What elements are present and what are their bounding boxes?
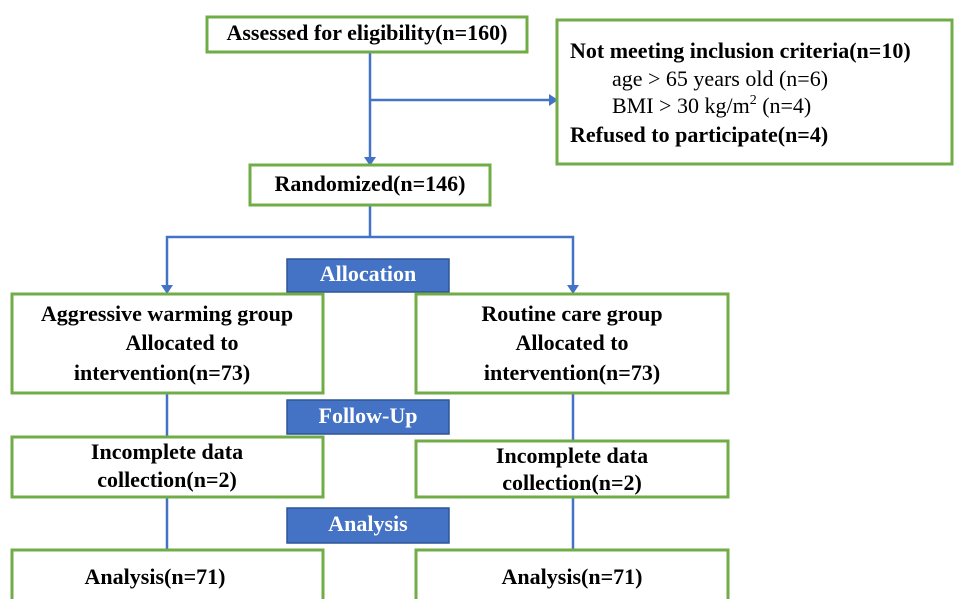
text: BMI > 30 kg/m [612,93,750,118]
box-label: Analysis(n=71) [502,564,643,589]
stage-box [286,399,450,435]
superscript: 2 [750,93,757,108]
connectors [161,52,579,550]
arrowhead [549,94,558,106]
box-label: Analysis(n=71) [85,564,226,589]
box [10,292,325,395]
stage-label: Allocation [320,261,417,286]
box-label: Allocated to [125,330,238,355]
box-label: Assessed for eligibility(n=160) [226,20,507,45]
arrowhead [364,157,376,166]
box [248,163,492,207]
stage-label: Follow-Up [319,403,418,428]
box-label: collection(n=2) [97,467,237,492]
arrowhead [161,285,173,294]
box-label: Incomplete data [496,443,648,468]
box [555,18,954,166]
box-label: BMI > 30 kg/m2 (n=4) [612,93,811,118]
stage-label: Analysis [328,511,408,536]
box-label: collection(n=2) [502,470,642,495]
box-label: intervention(n=73) [484,360,660,385]
box-label: Allocated to [515,330,628,355]
box-label: Aggressive warming group [41,301,293,326]
box [414,548,730,599]
box-label: Routine care group [481,301,662,326]
box [205,15,529,54]
box [10,548,325,599]
stage-box [286,507,450,544]
box-label: Not meeting inclusion criteria(n=10) [570,38,911,63]
box [414,439,730,499]
box-label: Refused to participate(n=4) [570,122,828,147]
text: (n=4) [757,93,812,118]
box-label: Randomized(n=146) [275,171,466,196]
arrow [165,235,575,286]
stage-box [286,258,450,293]
box-label: age > 65 years old (n=6) [612,66,828,91]
box [10,435,325,499]
box [414,292,730,395]
arrowhead [567,285,579,294]
box-label: Incomplete data [91,439,243,464]
box-label: intervention(n=73) [74,360,250,385]
